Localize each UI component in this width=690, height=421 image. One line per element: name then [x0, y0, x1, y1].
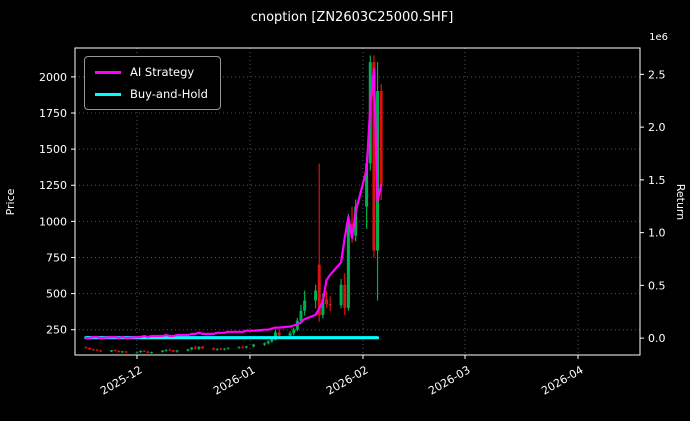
series-line-ai-strategy — [84, 67, 383, 340]
price-tick-label: 250 — [46, 324, 67, 337]
legend-line-ai-strategy-icon — [95, 70, 121, 74]
return-tick-label: 2.0 — [648, 121, 666, 134]
plot-border — [74, 47, 641, 356]
price-tick-label: 500 — [46, 288, 67, 301]
return-tick-label: 0.0 — [648, 332, 666, 345]
right-axis-multiplier: 1e6 — [649, 32, 668, 43]
return-tick-label: 2.5 — [648, 68, 666, 81]
legend-item-buy-and-hold: Buy-and-Hold — [95, 87, 208, 101]
chart-title: cnoption [ZN2603C25000.SHF] — [251, 10, 454, 25]
x-tick-label: 2026-01 — [211, 363, 257, 397]
x-tick-label: 2026-03 — [426, 363, 472, 397]
price-tick-label: 1000 — [39, 215, 67, 228]
legend-item-ai-strategy: AI Strategy — [95, 65, 208, 79]
return-tick-label: 1.5 — [648, 174, 666, 187]
x-tick-label: 2026-02 — [324, 363, 370, 397]
price-tick-label: 1750 — [39, 107, 67, 120]
legend-label-ai-strategy: AI Strategy — [130, 65, 195, 79]
legend-line-buy-and-hold-icon — [95, 92, 121, 96]
y-axis-label-price: Price — [4, 188, 17, 215]
return-tick-label: 1.0 — [648, 227, 666, 240]
legend: AI Strategy Buy-and-Hold — [84, 56, 221, 110]
y-axis-label-return: Return — [674, 184, 687, 221]
price-tick-label: 1250 — [39, 179, 67, 192]
x-tick-label: 2026-04 — [539, 363, 585, 397]
price-tick-label: 2000 — [39, 71, 67, 84]
x-tick-label: 2025-12 — [98, 363, 144, 397]
return-tick-label: 0.5 — [648, 279, 666, 292]
price-tick-label: 1500 — [39, 143, 67, 156]
legend-label-buy-and-hold: Buy-and-Hold — [130, 87, 208, 101]
price-tick-label: 750 — [46, 251, 67, 264]
